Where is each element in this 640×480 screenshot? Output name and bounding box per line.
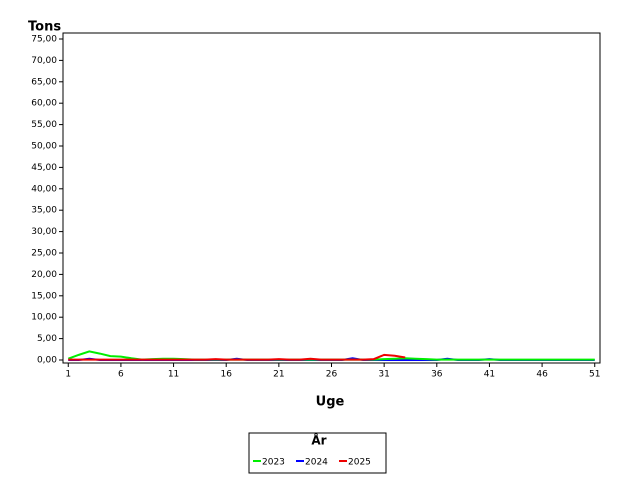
- legend-title: År: [311, 433, 326, 448]
- x-tick-label: 1: [65, 370, 71, 380]
- y-tick-label: 35,00: [31, 206, 57, 216]
- y-tick-label: 0,00: [37, 356, 57, 366]
- y-tick-label: 40,00: [31, 184, 57, 194]
- legend-box: [248, 432, 387, 474]
- series-line: [68, 353, 406, 361]
- y-tick-label: 65,00: [31, 77, 57, 87]
- x-axis-title: Uge: [316, 395, 345, 410]
- y-tick-label: 55,00: [31, 120, 57, 130]
- y-tick-label: 10,00: [31, 313, 57, 323]
- y-tick-label: 50,00: [31, 141, 57, 151]
- x-tick-label: 6: [118, 370, 124, 380]
- y-tick-label: 15,00: [31, 291, 57, 301]
- x-tick-label: 46: [536, 370, 548, 380]
- x-tick-label: 51: [589, 370, 600, 380]
- y-tick-label: 30,00: [31, 227, 57, 237]
- y-tick-label: 60,00: [31, 99, 57, 109]
- x-tick-label: 16: [220, 370, 232, 380]
- legend-label: 2025: [348, 458, 371, 468]
- legend-label: 2023: [262, 458, 285, 468]
- y-tick-label: 5,00: [37, 334, 57, 344]
- x-tick-label: 36: [431, 370, 443, 380]
- y-tick-label: 70,00: [31, 56, 57, 66]
- x-tick-label: 21: [273, 370, 284, 380]
- legend-label: 2024: [305, 458, 328, 468]
- x-tick-label: 11: [168, 370, 179, 380]
- y-tick-label: 75,00: [31, 34, 57, 44]
- x-tick-label: 41: [484, 370, 495, 380]
- y-tick-label: 25,00: [31, 249, 57, 259]
- x-tick-label: 31: [378, 370, 389, 380]
- x-tick-label: 26: [326, 370, 338, 380]
- series-line: [67, 350, 595, 361]
- plot-frame: [62, 32, 601, 364]
- y-axis-title: Tons: [28, 20, 61, 35]
- y-tick-label: 45,00: [31, 163, 57, 173]
- y-tick-label: 20,00: [31, 270, 57, 280]
